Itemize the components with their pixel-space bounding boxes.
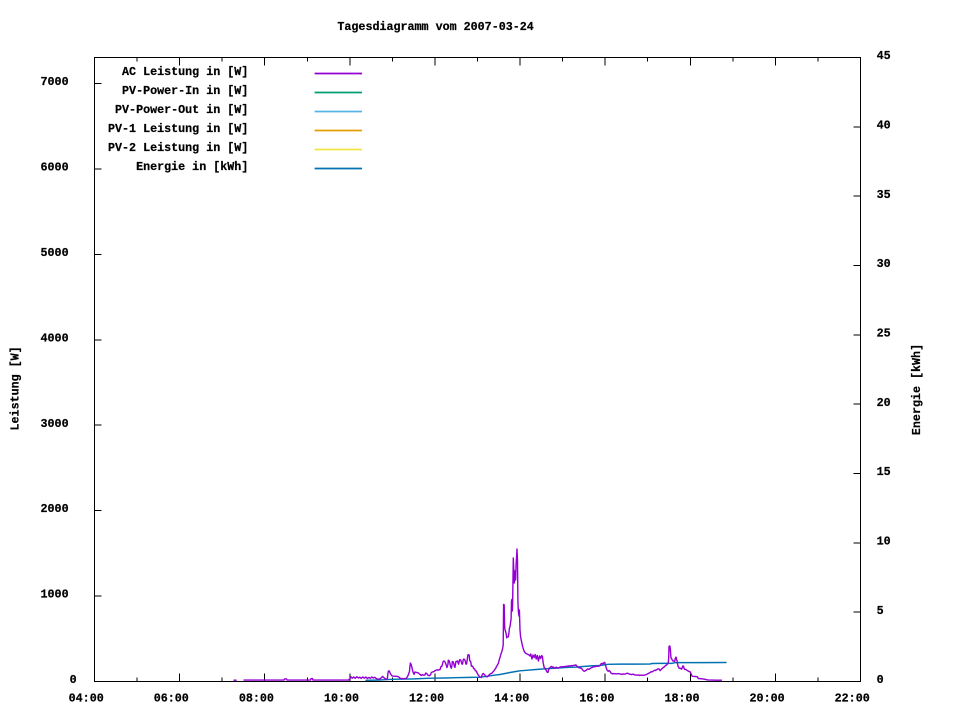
svg-text:22:00: 22:00 [835,692,870,706]
svg-text:5: 5 [877,604,884,618]
svg-text:Energie [kWh]: Energie [kWh] [910,344,924,435]
svg-text:5000: 5000 [41,246,69,260]
svg-text:PV-Power-In in [W]: PV-Power-In in [W] [122,84,248,98]
svg-text:18:00: 18:00 [664,692,699,706]
svg-text:7000: 7000 [41,75,69,89]
svg-text:Energie in [kWh]: Energie in [kWh] [136,160,248,174]
svg-text:20:00: 20:00 [750,692,785,706]
svg-text:12:00: 12:00 [409,692,444,706]
svg-text:08:00: 08:00 [239,692,274,706]
svg-text:0: 0 [877,673,884,687]
svg-text:0: 0 [70,673,77,687]
svg-text:Tagesdiagramm vom 2007-03-24: Tagesdiagramm vom 2007-03-24 [337,20,533,34]
svg-text:25: 25 [877,326,891,340]
svg-text:PV-1 Leistung in [W]: PV-1 Leistung in [W] [108,122,248,136]
svg-text:35: 35 [877,188,891,202]
svg-text:10:00: 10:00 [324,692,359,706]
svg-text:2000: 2000 [41,502,69,516]
svg-text:40: 40 [877,118,891,132]
svg-text:45: 45 [877,49,891,63]
svg-text:04:00: 04:00 [69,692,104,706]
svg-text:15: 15 [877,465,891,479]
svg-text:AC Leistung in [W]: AC Leistung in [W] [122,65,248,79]
svg-text:1000: 1000 [41,588,69,602]
svg-text:30: 30 [877,257,891,271]
svg-text:14:00: 14:00 [494,692,529,706]
svg-text:PV-Power-Out in [W]: PV-Power-Out in [W] [115,103,248,117]
svg-text:3000: 3000 [41,417,69,431]
svg-text:PV-2 Leistung in [W]: PV-2 Leistung in [W] [108,141,248,155]
svg-text:16:00: 16:00 [579,692,614,706]
svg-text:06:00: 06:00 [154,692,189,706]
svg-text:6000: 6000 [41,161,69,175]
svg-text:Leistung [W]: Leistung [W] [8,346,22,430]
svg-text:10: 10 [877,534,891,548]
svg-text:4000: 4000 [41,331,69,345]
svg-text:20: 20 [877,396,891,410]
